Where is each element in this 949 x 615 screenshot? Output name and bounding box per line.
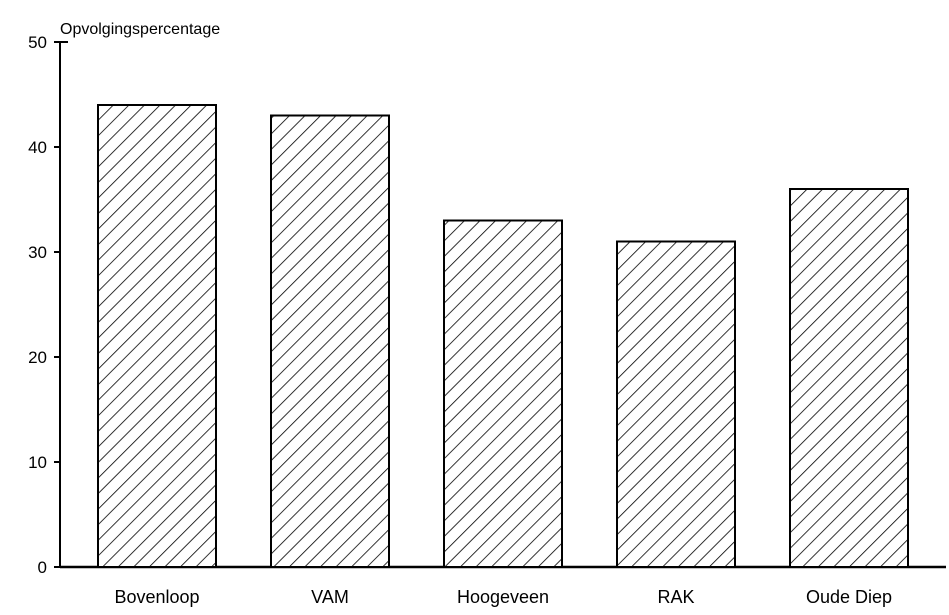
y-tick-label: 30 (28, 243, 47, 262)
y-axis-ticks: 0 10 20 30 40 50 (28, 33, 60, 577)
x-category-label: VAM (311, 587, 349, 607)
category-labels: Bovenloop VAM Hoogeveen RAK Oude Diep (114, 587, 892, 607)
bar (443, 219, 563, 568)
y-tick-label: 50 (28, 33, 47, 52)
bar (616, 240, 736, 568)
x-category-label: Hoogeveen (457, 587, 549, 607)
x-category-label: Bovenloop (114, 587, 199, 607)
bar (97, 104, 217, 568)
y-tick-label: 20 (28, 348, 47, 367)
y-tick-label: 10 (28, 453, 47, 472)
y-tick-label: 0 (38, 558, 47, 577)
y-tick-label: 40 (28, 138, 47, 157)
bar (789, 188, 909, 568)
y-axis-title: Opvolgingspercentage (60, 21, 220, 38)
bar (270, 114, 390, 568)
bars (97, 104, 909, 568)
x-category-label: Oude Diep (806, 587, 892, 607)
x-category-label: RAK (657, 587, 694, 607)
